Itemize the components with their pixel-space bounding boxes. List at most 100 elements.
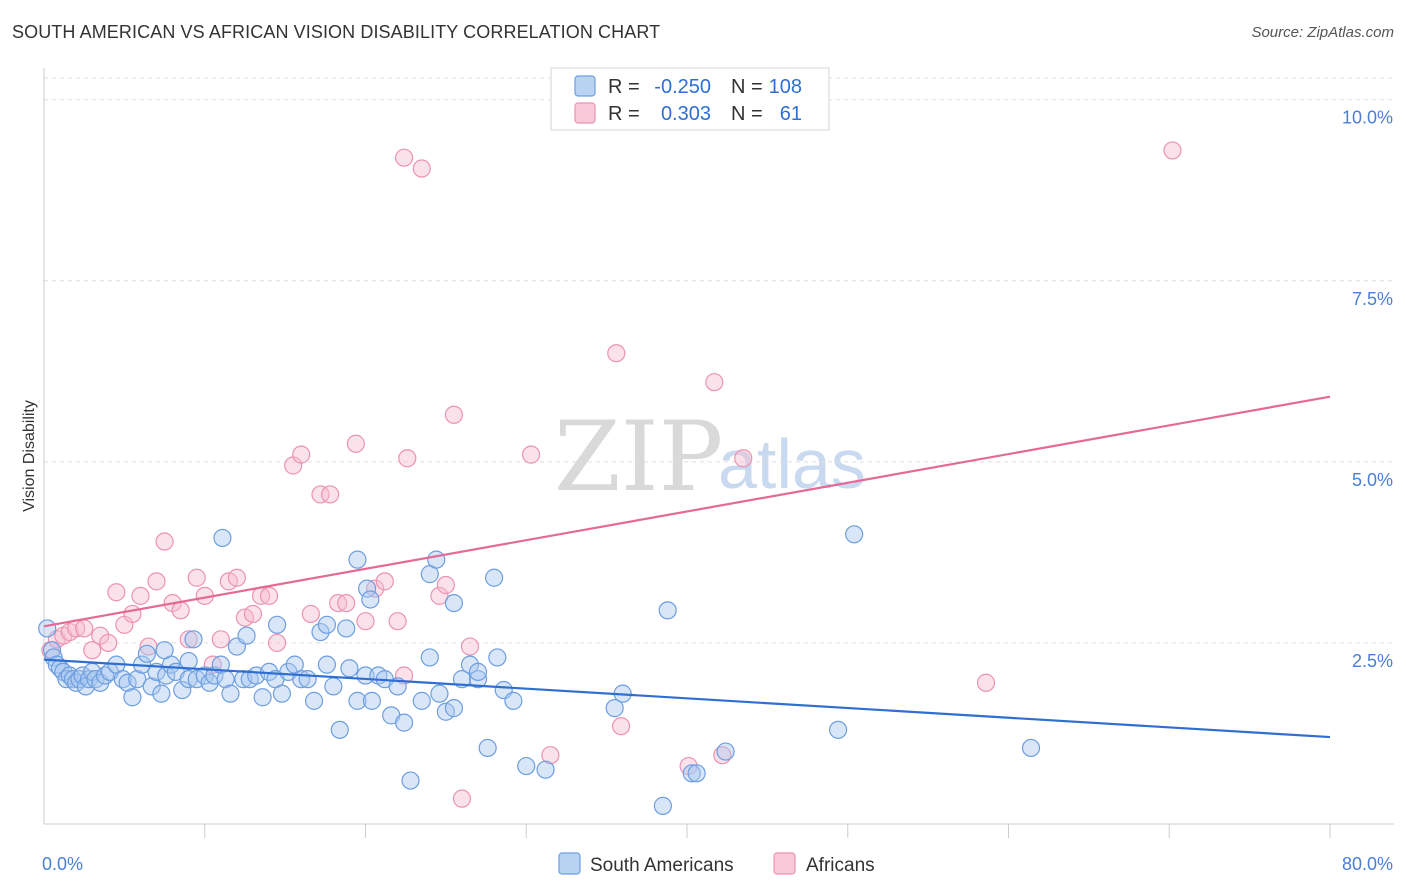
south-americans-point-26: [142, 677, 161, 696]
south-americans-point-71: [430, 684, 449, 703]
africans-point-43: [398, 449, 417, 468]
gridlines: [44, 77, 1394, 644]
south-americans-point-107: [468, 662, 488, 682]
africans-point-8: [99, 633, 118, 653]
legend-r-value-2: 0.303: [661, 103, 711, 125]
south-americans-point-87: [682, 764, 701, 783]
south-americans-point-76: [468, 670, 488, 689]
africans-point-47: [436, 575, 455, 595]
africans-point-15: [155, 532, 174, 551]
south-americans-point-97: [348, 550, 367, 569]
south-americans-point-92: [1021, 738, 1041, 758]
south-americans-point-82: [536, 760, 555, 779]
africans-point-58: [734, 449, 753, 468]
south-americans-point-25: [137, 644, 156, 663]
africans-point-24: [227, 568, 246, 587]
africans-point-46: [430, 586, 449, 605]
africans-point-54: [611, 717, 631, 736]
south-americans-point-81: [517, 756, 536, 776]
south-americans-point-56: [317, 655, 337, 674]
africans-point-11: [123, 604, 142, 624]
south-americans-point-73: [444, 699, 464, 718]
south-americans-point-85: [653, 796, 672, 815]
south-americans-point-99: [361, 590, 380, 609]
africans-point-31: [292, 445, 311, 464]
africans-points: [41, 141, 1182, 808]
south-americans-point-22: [123, 688, 142, 707]
south-americans-point-1: [42, 641, 62, 660]
africans-point-45: [412, 159, 431, 178]
africans-point-33: [311, 485, 330, 504]
africans-point-60: [1163, 141, 1182, 160]
watermark-atlas: atlas: [718, 425, 866, 503]
south-americans-point-57: [324, 677, 343, 696]
y-axis-label: Vision Disability: [21, 400, 38, 512]
africans-point-28: [259, 586, 279, 605]
africans-point-56: [705, 373, 724, 392]
africans-point-53: [607, 344, 626, 363]
africans-point-40: [375, 572, 394, 591]
africans-point-44: [394, 148, 414, 167]
series-legend-label-blue: South Americans: [590, 855, 734, 876]
south-americans-point-88: [687, 764, 706, 783]
south-americans-point-69: [412, 691, 431, 710]
africans-point-17: [171, 601, 190, 620]
south-americans-trend-line: [43, 658, 1331, 739]
south-americans-points: [38, 525, 1041, 815]
africans-point-36: [337, 593, 356, 613]
south-americans-point-83: [605, 699, 624, 718]
legend-n-label-1: N =: [731, 76, 763, 98]
series-legend-swatch-blue: [558, 852, 581, 875]
south-americans-point-41: [221, 684, 240, 703]
source-label: Source: ZipAtlas.com: [1251, 24, 1394, 41]
africans-point-6: [83, 641, 102, 660]
south-americans-point-78: [488, 648, 507, 667]
south-americans-point-80: [504, 691, 523, 710]
correlation-legend: R = -0.250 N = 108 R = 0.303 N = 61: [550, 67, 830, 131]
south-americans-point-54: [304, 691, 324, 710]
south-americans-point-77: [478, 738, 497, 758]
south-americans-point-91: [845, 525, 864, 544]
africans-point-29: [267, 633, 287, 653]
legend-box: [550, 67, 830, 131]
africans-point-32: [301, 604, 320, 624]
y-tick-label-2: 7.5%: [1352, 289, 1393, 309]
africans-point-37: [346, 434, 365, 453]
south-americans-point-95: [317, 615, 337, 634]
south-americans-point-60: [348, 691, 367, 710]
africans-point-34: [321, 485, 340, 504]
south-americans-point-23: [128, 670, 147, 689]
africans-point-5: [75, 619, 94, 638]
legend-swatch-blue: [574, 75, 596, 97]
legend-r-label-2: R =: [608, 103, 640, 125]
africans-point-49: [452, 789, 472, 808]
africans-point-26: [243, 604, 263, 624]
legend-swatch-pink: [574, 102, 596, 124]
y-tick-labels: 2.5% 5.0% 7.5% 10.0%: [1342, 108, 1393, 671]
chart-title: SOUTH AMERICAN VS AFRICAN VISION DISABIL…: [12, 22, 661, 42]
south-americans-point-67: [394, 713, 414, 732]
south-americans-point-0: [38, 619, 57, 638]
series-legend: South Americans Africans: [558, 852, 875, 876]
africans-point-9: [107, 583, 126, 602]
south-americans-point-101: [427, 550, 446, 569]
south-americans-point-38: [205, 666, 224, 685]
africans-trend-line: [43, 395, 1331, 628]
south-americans-point-86: [658, 601, 677, 620]
africans-point-52: [541, 746, 560, 765]
south-americans-point-62: [362, 691, 382, 710]
south-americans-point-32: [173, 680, 192, 700]
africans-point-59: [976, 673, 996, 692]
south-americans-point-93: [213, 528, 232, 548]
south-americans-point-102: [444, 593, 464, 613]
africans-point-19: [187, 568, 206, 587]
watermark-zip: ZIP: [554, 401, 723, 513]
south-americans-point-28: [152, 684, 171, 703]
legend-n-value-1: 108: [769, 76, 802, 98]
x-tick-marks: [204, 824, 1331, 838]
legend-r-value-1: -0.250: [654, 76, 711, 98]
africans-point-18: [179, 630, 198, 649]
south-americans-point-59: [340, 659, 359, 678]
africans-point-51: [521, 445, 541, 464]
